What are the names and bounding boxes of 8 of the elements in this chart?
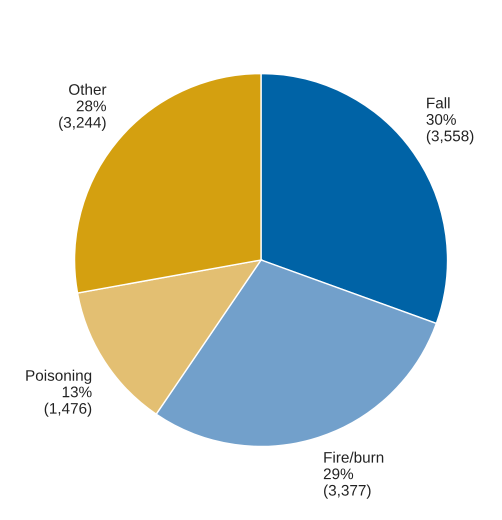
data-label: 28% (3,244) bbox=[59, 100, 106, 131]
slice-label: Other bbox=[69, 84, 106, 95]
data-label: 13% (1,476) bbox=[44, 386, 92, 417]
data-label: 30% (3,558) bbox=[426, 114, 474, 144]
slice-label: Poisoning bbox=[26, 370, 92, 384]
slice-label: Fall bbox=[427, 97, 450, 108]
data-label: 29% (3,377) bbox=[324, 468, 371, 499]
slice-label: Fire/burn bbox=[324, 452, 384, 463]
